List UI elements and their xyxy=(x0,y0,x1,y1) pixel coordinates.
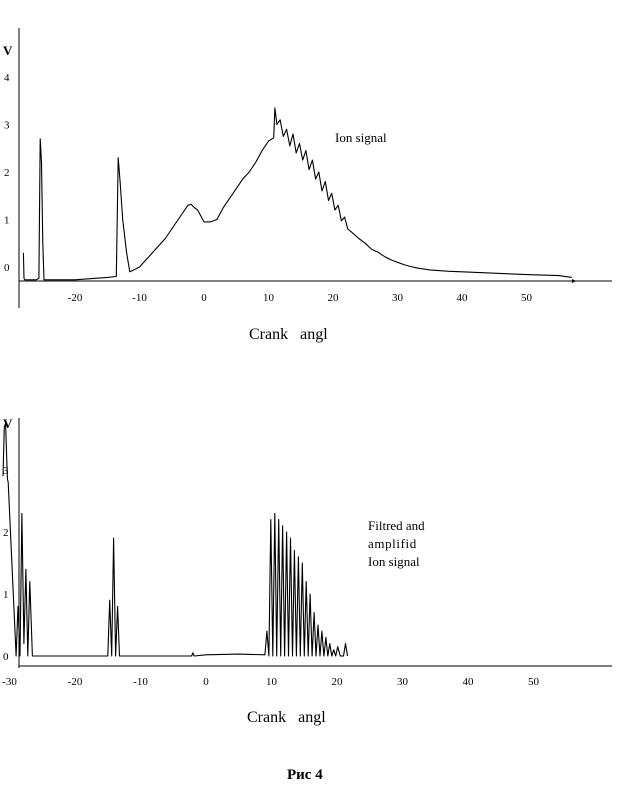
y-tick-label: 2 xyxy=(3,527,9,539)
y-tick-label: 2 xyxy=(4,167,10,179)
y-axis-label: V xyxy=(3,43,13,58)
x-tick-label: 40 xyxy=(457,292,469,304)
y-tick-labels: 0 1 2 3 4 xyxy=(4,72,10,274)
x-tick-label: 30 xyxy=(392,292,404,304)
y-tick-label: 3 xyxy=(3,465,9,477)
y-tick-label: 1 xyxy=(3,589,9,601)
ion-signal-chart: V Ion signal Crank angl 0 1 2 3 4 -20 -10 0 10 2… xyxy=(3,28,612,343)
y-tick-label: 4 xyxy=(4,72,10,84)
y-tick-label: 0 xyxy=(4,262,10,274)
x-tick-label: 50 xyxy=(521,292,533,304)
x-tick-label: 10 xyxy=(263,292,275,304)
x-tick-label: 20 xyxy=(328,292,340,304)
x-tick-label: 0 xyxy=(201,292,207,304)
x-tick-label: -30 xyxy=(2,676,17,688)
x-tick-label: -10 xyxy=(132,292,147,304)
filtered-ion-signal-chart: V Filtred and amplifid Ion signal Crank … xyxy=(2,416,612,726)
x-tick-label: 0 xyxy=(203,676,209,688)
x-tick-label: -20 xyxy=(68,676,83,688)
x-tick-label: 50 xyxy=(528,676,540,688)
x-tick-labels: -20 -10 0 10 20 30 40 50 xyxy=(68,292,533,304)
y-tick-labels: 0 1 2 3 xyxy=(3,465,9,663)
y-axis-label: V xyxy=(3,416,13,431)
x-tick-label: -10 xyxy=(133,676,148,688)
x-axis-label: Crank angl xyxy=(249,326,328,343)
series-annotation-line-3: Ion signal xyxy=(368,554,420,569)
figure-caption: Рис 4 xyxy=(287,767,323,783)
x-tick-label: 20 xyxy=(332,676,344,688)
y-tick-label: 1 xyxy=(4,215,10,227)
filtered-ion-signal-line xyxy=(2,422,349,657)
x-tick-label: -20 xyxy=(68,292,83,304)
series-annotation: Ion signal xyxy=(335,130,387,145)
x-axis-label: Crank angl xyxy=(247,709,326,726)
ion-signal-line xyxy=(22,107,572,281)
y-tick-label: 0 xyxy=(3,651,9,663)
y-tick-label: 3 xyxy=(4,120,10,132)
x-axis-end-marker xyxy=(572,279,576,283)
x-tick-labels: -30 -20 -10 0 10 20 30 40 50 xyxy=(2,676,539,688)
x-tick-label: 10 xyxy=(266,676,278,688)
x-tick-label: 40 xyxy=(463,676,475,688)
series-annotation-line-1: Filtred and xyxy=(368,518,425,533)
series-annotation-line-2: amplifid xyxy=(368,536,417,551)
x-tick-label: 30 xyxy=(397,676,409,688)
